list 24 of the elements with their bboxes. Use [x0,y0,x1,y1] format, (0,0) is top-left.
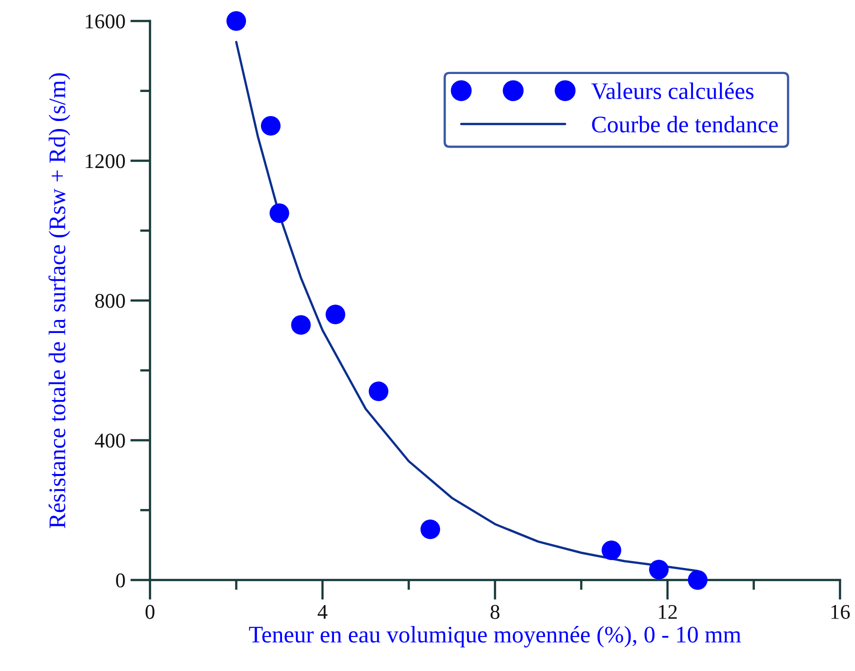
y-tick-label: 0 [116,573,125,588]
y-tick-label: 1600 [86,14,125,28]
x-tick-label: 4 [318,605,328,619]
x-tick-label: 12 [658,604,677,619]
legend-label: Courbe de tendance [592,116,778,133]
point [270,203,290,223]
point [291,315,311,335]
point [260,116,281,136]
point [688,570,708,590]
point [602,540,622,560]
point [326,304,346,324]
point [649,560,669,580]
x-tick-label: 0 [146,604,154,619]
point [420,520,440,540]
y-axis-title: Résistance totale de la surface (Rsw + Rd) (s/m) [48,73,70,528]
x-tick-label: 8 [490,604,500,619]
point [368,382,388,402]
x-tick-label: 16 [831,604,850,619]
y-tick-label: 1200 [86,154,125,168]
y-tick-label: 800 [95,294,125,308]
point [226,11,246,31]
x-axis-title: Teneur en eau volumique moyennée (%), 0 - 10 mm [249,626,741,648]
y-tick-label: 400 [94,434,125,448]
legend-label: Valeurs calculées [591,82,754,100]
